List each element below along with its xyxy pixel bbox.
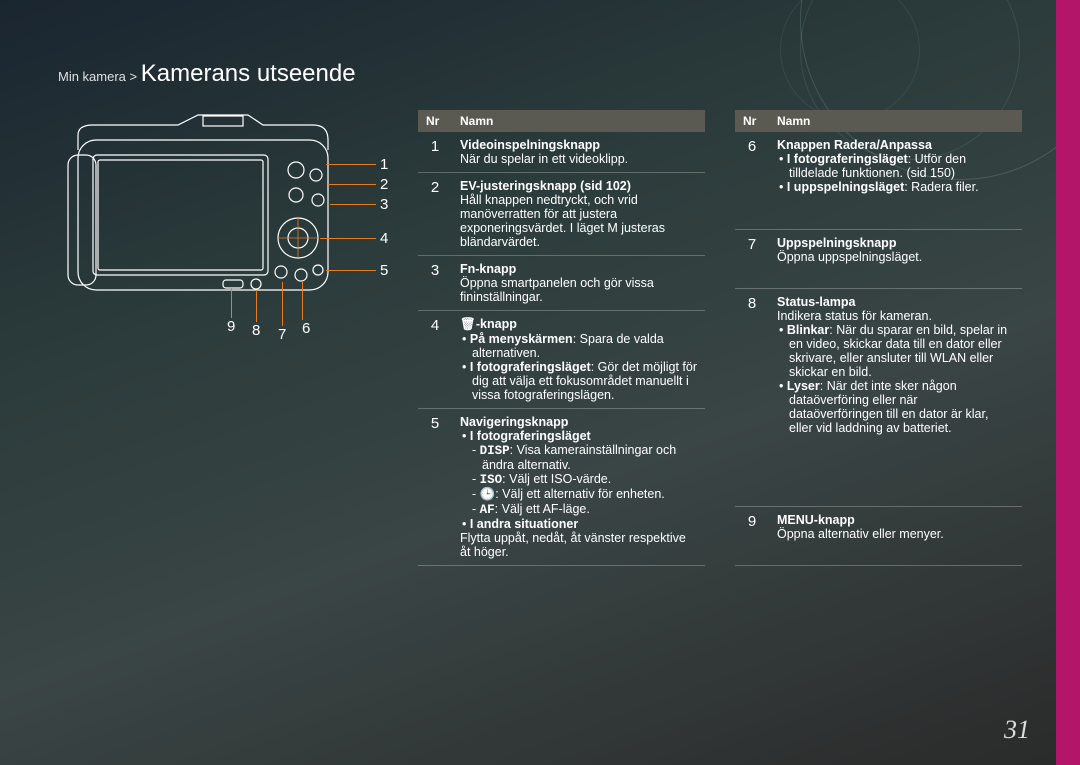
callout-6: 6 bbox=[302, 320, 310, 337]
camera-illustration: 1 2 3 4 5 9 8 7 6 bbox=[58, 110, 388, 566]
row-content: Status-lampaIndikera status för kameran.… bbox=[769, 288, 1022, 507]
row-content: UppspelningsknappÖppna uppspelningsläget… bbox=[769, 230, 1022, 289]
row-nr: 6 bbox=[735, 132, 769, 230]
row-nr: 5 bbox=[418, 409, 452, 566]
row-nr: 9 bbox=[735, 507, 769, 566]
page-title: Kamerans utseende bbox=[141, 60, 356, 87]
parts-table-2: Nr Namn 6Knappen Radera/Anpassa• I fotog… bbox=[735, 110, 1022, 566]
col-name: Namn bbox=[769, 110, 1022, 132]
breadcrumb-parent: Min kamera bbox=[58, 69, 126, 84]
table-row: 2EV-justeringsknapp (sid 102)Håll knappe… bbox=[418, 173, 705, 256]
col-nr: Nr bbox=[735, 110, 769, 132]
callout-4: 4 bbox=[380, 230, 388, 247]
row-nr: 8 bbox=[735, 288, 769, 507]
row-nr: 2 bbox=[418, 173, 452, 256]
breadcrumb-sep: > bbox=[130, 69, 138, 84]
callout-8: 8 bbox=[252, 322, 260, 339]
row-content: VideoinspelningsknappNär du spelar in et… bbox=[452, 132, 705, 173]
callout-9: 9 bbox=[227, 318, 235, 335]
camera-svg bbox=[58, 110, 348, 320]
callout-1: 1 bbox=[380, 156, 388, 173]
breadcrumb: Min kamera > Kamerans utseende bbox=[58, 60, 356, 88]
callout-2: 2 bbox=[380, 176, 388, 193]
col-name: Namn bbox=[452, 110, 705, 132]
row-content: 🗑-knapp• På menyskärmen: Spara de valda … bbox=[452, 311, 705, 409]
callout-3: 3 bbox=[380, 196, 388, 213]
callout-7: 7 bbox=[278, 326, 286, 343]
row-nr: 4 bbox=[418, 311, 452, 409]
row-content: Knappen Radera/Anpassa• I fotograferings… bbox=[769, 132, 1022, 230]
table-row: 9MENU-knappÖppna alternativ eller menyer… bbox=[735, 507, 1022, 566]
row-content: Navigeringsknapp• I fotograferingsläget-… bbox=[452, 409, 705, 566]
row-nr: 7 bbox=[735, 230, 769, 289]
callout-5: 5 bbox=[380, 262, 388, 279]
side-accent-bar bbox=[1056, 0, 1080, 765]
row-content: Fn-knappÖppna smartpanelen och gör vissa… bbox=[452, 256, 705, 311]
table-row: 1VideoinspelningsknappNär du spelar in e… bbox=[418, 132, 705, 173]
table-row: 4🗑-knapp• På menyskärmen: Spara de valda… bbox=[418, 311, 705, 409]
row-nr: 3 bbox=[418, 256, 452, 311]
col-nr: Nr bbox=[418, 110, 452, 132]
row-content: EV-justeringsknapp (sid 102)Håll knappen… bbox=[452, 173, 705, 256]
table-row: 8Status-lampaIndikera status för kameran… bbox=[735, 288, 1022, 507]
table-row: 5Navigeringsknapp• I fotograferingsläget… bbox=[418, 409, 705, 566]
table-row: 6Knappen Radera/Anpassa• I fotografering… bbox=[735, 132, 1022, 230]
table-row: 7UppspelningsknappÖppna uppspelningsläge… bbox=[735, 230, 1022, 289]
page-number: 31 bbox=[1004, 715, 1030, 745]
row-nr: 1 bbox=[418, 132, 452, 173]
row-content: MENU-knappÖppna alternativ eller menyer. bbox=[769, 507, 1022, 566]
parts-table-1: Nr Namn 1VideoinspelningsknappNär du spe… bbox=[418, 110, 705, 566]
table-row: 3Fn-knappÖppna smartpanelen och gör viss… bbox=[418, 256, 705, 311]
